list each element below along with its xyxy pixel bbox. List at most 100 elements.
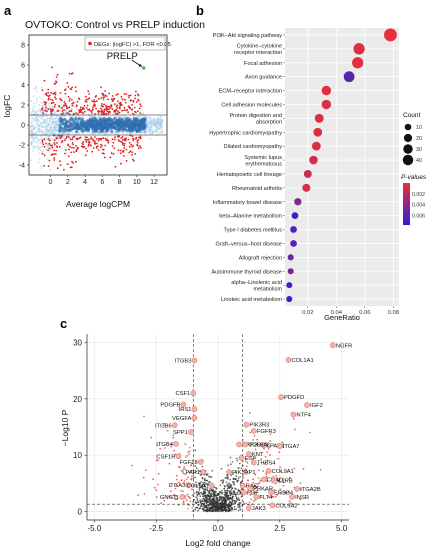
panel-letter-c: c: [60, 316, 67, 331]
gene-point: [233, 493, 236, 496]
gene-point: [201, 493, 203, 496]
labeled-gene-point: [247, 485, 253, 492]
sig-gene-point: [266, 451, 268, 454]
gene-point: [230, 488, 233, 491]
gene-point: [223, 487, 226, 490]
density-point: [62, 122, 66, 126]
density-point: [116, 124, 120, 128]
deg-point: [135, 90, 137, 93]
density-point: [44, 120, 47, 124]
gene-point: [240, 488, 243, 490]
density-point: [159, 125, 162, 128]
x-tick-label: 0.08: [388, 310, 399, 316]
density-point: [155, 125, 158, 128]
gene-point: [232, 480, 235, 483]
density-point: [46, 118, 49, 122]
density-point: [153, 123, 156, 126]
sig-gene-point: [277, 457, 279, 460]
sig-gene-point: [190, 462, 193, 464]
deg-point: [132, 159, 135, 162]
pathway-dot: [314, 113, 324, 123]
density-point: [32, 147, 36, 150]
density-point: [56, 120, 60, 123]
density-point: [109, 130, 113, 134]
deg-point: [85, 98, 88, 101]
density-point: [149, 127, 152, 130]
sig-gene-point: [174, 453, 177, 456]
density-point: [153, 124, 156, 127]
density-point: [40, 164, 43, 167]
gene-point: [195, 470, 197, 473]
deg-point: [93, 99, 96, 101]
deg-point: [61, 110, 64, 112]
y-tick-label: 10: [73, 451, 82, 460]
density-point: [30, 135, 33, 138]
density-point: [44, 121, 47, 124]
gene-point: [231, 460, 234, 463]
deg-point: [53, 142, 56, 144]
density-point: [120, 116, 123, 119]
gene-point: [239, 493, 241, 495]
labeled-gene-point: [294, 486, 300, 492]
gene-point: [188, 450, 191, 453]
labeled-gene-point: [278, 394, 284, 400]
density-point: [158, 127, 161, 130]
density-point: [46, 131, 49, 134]
x-tick-label: 0.04: [331, 310, 343, 316]
deg-point: [68, 110, 71, 113]
sig-gene-point: [266, 459, 269, 462]
deg-point: [57, 109, 60, 112]
deg-point: [125, 137, 127, 140]
density-point: [137, 119, 141, 123]
density-point: [34, 110, 38, 113]
deg-point: [128, 141, 131, 144]
gene-point: [214, 499, 216, 502]
density-point: [58, 126, 62, 130]
sig-gene-point: [279, 477, 281, 480]
gene-point: [228, 485, 230, 487]
density-point: [62, 136, 65, 139]
density-point: [122, 123, 126, 127]
density-point: [44, 132, 48, 136]
y-tick-label: 6: [21, 62, 25, 69]
density-point: [56, 135, 59, 138]
density-point: [36, 120, 40, 123]
density-point: [160, 118, 163, 121]
deg-point: [78, 109, 80, 112]
deg-point: [47, 108, 50, 110]
sig-gene-point: [163, 422, 166, 425]
sig-gene-point: [271, 495, 273, 498]
gene-label: PDGFB: [160, 402, 180, 408]
deg-point: [139, 112, 142, 115]
panel-a-plot-area: [29, 66, 167, 171]
density-point: [30, 125, 33, 128]
pathway-dot: [353, 43, 365, 55]
deg-point: [52, 109, 54, 112]
density-point: [47, 124, 50, 128]
density-point: [94, 118, 98, 122]
density-point: [152, 130, 155, 133]
deg-point: [48, 147, 51, 150]
density-point: [52, 118, 55, 121]
prelp-point: [141, 66, 146, 70]
sig-gene-point: [170, 496, 172, 498]
sig-gene-point: [175, 495, 178, 497]
panel-a-annotation: PRELP: [107, 51, 146, 70]
gene-point: [202, 506, 204, 508]
x-tick-label: 6: [100, 179, 104, 186]
density-point: [160, 123, 164, 127]
pathway-dot: [294, 198, 302, 206]
sig-gene-point: [249, 431, 252, 434]
deg-point: [53, 105, 56, 108]
density-point: [39, 109, 42, 112]
deg-point: [117, 149, 120, 152]
density-point: [147, 122, 150, 125]
density-point: [31, 131, 35, 134]
density-point: [41, 120, 45, 123]
gene-point: [188, 446, 191, 449]
density-point: [41, 105, 44, 108]
deg-point: [89, 109, 92, 112]
deg-point: [64, 102, 67, 105]
density-point: [40, 126, 44, 129]
deg-point: [114, 138, 116, 141]
